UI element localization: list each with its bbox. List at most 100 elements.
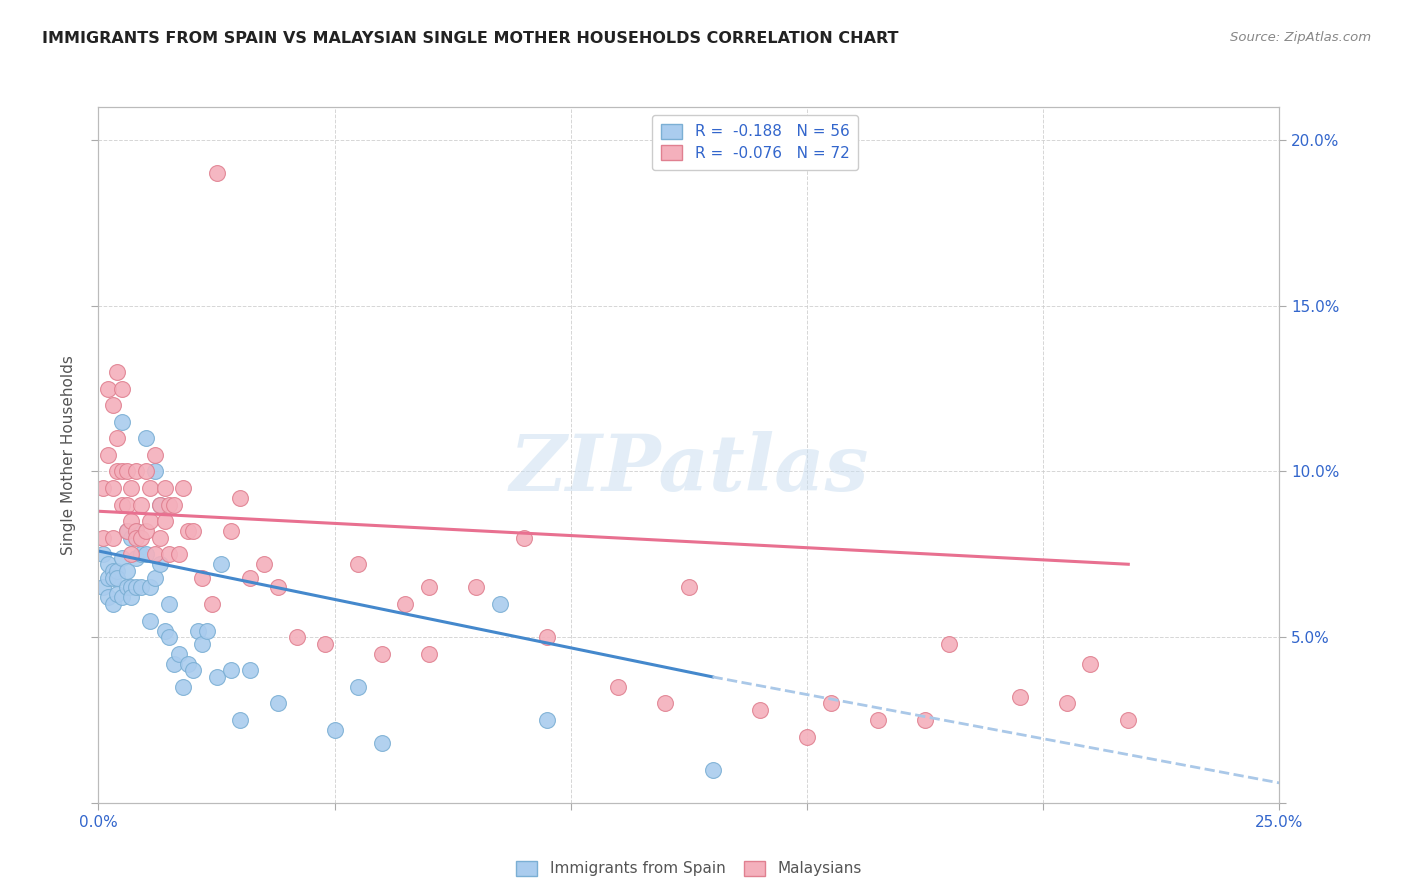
Point (135, 547, 157, 561)
Point (172, 481, 194, 495)
Point (101, 531, 124, 545)
Point (418, 581, 440, 595)
Point (97, 570, 120, 584)
Point (938, 637, 960, 651)
Point (201, 597, 224, 611)
Point (115, 498, 138, 512)
Point (143, 465, 166, 479)
Y-axis label: Single Mother Households: Single Mother Households (60, 355, 76, 555)
Point (125, 581, 148, 595)
Point (1080, 657, 1102, 671)
Point (139, 581, 162, 595)
Point (105, 365, 128, 379)
Point (229, 491, 252, 505)
Point (105, 570, 128, 584)
Point (125, 465, 148, 479)
Point (1056, 697, 1078, 711)
Point (157, 498, 180, 512)
Point (191, 570, 214, 584)
Point (748, 703, 770, 717)
Point (111, 591, 134, 605)
Point (191, 637, 214, 651)
Point (101, 564, 124, 578)
Text: Source: ZipAtlas.com: Source: ZipAtlas.com (1230, 31, 1371, 45)
Point (101, 398, 124, 412)
Point (195, 624, 218, 638)
Point (607, 680, 630, 694)
Point (163, 498, 186, 512)
Point (820, 697, 842, 711)
Point (135, 524, 157, 538)
Legend: Immigrants from Spain, Malaysians: Immigrants from Spain, Malaysians (508, 852, 870, 886)
Point (101, 570, 124, 584)
Point (536, 630, 558, 644)
Point (418, 647, 440, 661)
Point (371, 736, 394, 750)
Point (323, 723, 346, 737)
Point (111, 382, 134, 396)
Point (654, 697, 676, 711)
Point (314, 637, 336, 651)
Point (157, 597, 180, 611)
Point (489, 597, 512, 611)
Point (1116, 713, 1139, 727)
Point (153, 481, 176, 495)
Point (167, 547, 190, 561)
Point (139, 614, 162, 628)
Point (121, 547, 143, 561)
Point (177, 657, 200, 671)
Point (163, 657, 186, 671)
Point (135, 431, 157, 445)
Point (115, 465, 138, 479)
Point (91, 481, 114, 495)
Point (143, 570, 166, 584)
Point (139, 514, 162, 528)
Point (347, 558, 370, 572)
Point (111, 415, 134, 429)
Point (143, 547, 166, 561)
Point (678, 581, 700, 595)
Point (181, 524, 204, 538)
Point (97, 558, 120, 572)
Point (172, 680, 194, 694)
Point (129, 581, 152, 595)
Point (111, 465, 134, 479)
Point (139, 481, 162, 495)
Point (149, 498, 172, 512)
Point (153, 514, 176, 528)
Text: ZIPatlas: ZIPatlas (509, 431, 869, 507)
Point (512, 531, 534, 545)
Point (239, 663, 262, 677)
Point (111, 550, 134, 565)
Point (121, 581, 143, 595)
Point (135, 465, 157, 479)
Point (371, 647, 394, 661)
Point (914, 713, 936, 727)
Point (394, 597, 416, 611)
Point (187, 624, 209, 638)
Point (97, 382, 120, 396)
Point (115, 564, 138, 578)
Point (121, 514, 143, 528)
Point (177, 524, 200, 538)
Point (157, 547, 180, 561)
Point (181, 663, 204, 677)
Point (536, 713, 558, 727)
Point (91, 531, 114, 545)
Point (121, 591, 143, 605)
Point (465, 581, 488, 595)
Point (97, 448, 120, 462)
Point (866, 713, 889, 727)
Point (157, 630, 180, 644)
Point (149, 558, 172, 572)
Point (205, 166, 228, 180)
Point (149, 498, 172, 512)
Point (101, 597, 124, 611)
Point (205, 670, 228, 684)
Point (239, 570, 262, 584)
Point (91, 581, 114, 595)
Point (125, 531, 148, 545)
Point (219, 524, 242, 538)
Point (209, 558, 232, 572)
Point (115, 581, 138, 595)
